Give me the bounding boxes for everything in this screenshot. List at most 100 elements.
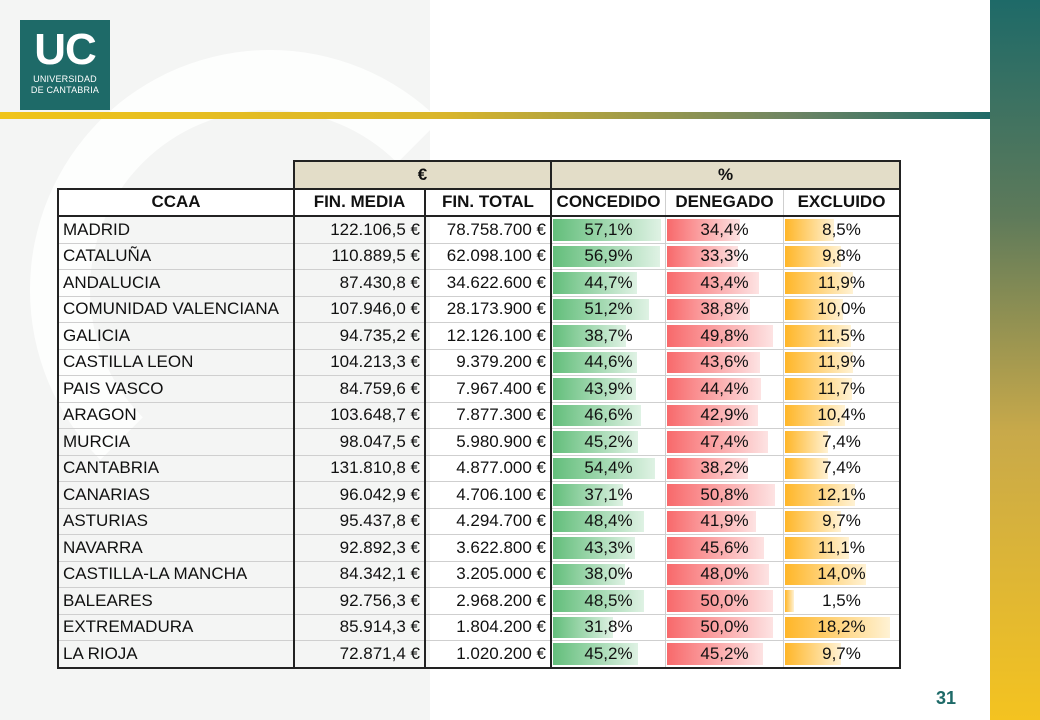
concedido-data-bar bbox=[553, 404, 641, 426]
cell-denegado: 50,0% bbox=[665, 613, 784, 641]
cell-concedido: 43,9% bbox=[550, 375, 666, 403]
cell-excluido: 18,2% bbox=[783, 613, 901, 641]
cell-concedido: 45,2% bbox=[550, 640, 666, 669]
cell-fin-total: 4.877.000 € bbox=[424, 454, 552, 482]
cell-concedido: 44,7% bbox=[550, 269, 666, 297]
excluido-value: 11,9% bbox=[818, 352, 865, 372]
column-header-denegado: DENEGADO bbox=[665, 187, 784, 217]
table-row: EXTREMADURA 85.914,3 €1.804.200 € 31,8% 50,… bbox=[57, 613, 901, 641]
excluido-value: 10,4% bbox=[817, 405, 866, 425]
table-row: CANARIAS 96.042,9 €4.706.100 € 37,1% 50,8% 1… bbox=[57, 481, 901, 509]
excluido-value: 7,4% bbox=[822, 431, 861, 451]
excluido-data-bar bbox=[785, 351, 854, 373]
column-header-ccaa: CCAA bbox=[57, 187, 295, 217]
excluido-value: 14,0% bbox=[817, 564, 866, 584]
excluido-value: 18,2% bbox=[817, 617, 866, 637]
cell-excluido: 10,0% bbox=[783, 295, 901, 323]
cell-fin-total: 12.126.100 € bbox=[424, 322, 552, 350]
denegado-data-bar bbox=[667, 590, 774, 612]
cell-concedido: 56,9% bbox=[550, 242, 666, 270]
cell-excluido: 9,8% bbox=[783, 242, 901, 270]
excluido-data-bar bbox=[785, 590, 794, 612]
concedido-value: 37,1% bbox=[584, 484, 633, 504]
table-row: MADRID 122.106,5 €78.758.700 € 57,1% 34,4% 8… bbox=[57, 215, 901, 244]
concedido-data-bar bbox=[553, 616, 613, 638]
cell-ccaa: PAIS VASCO bbox=[57, 375, 295, 403]
excluido-data-bar bbox=[785, 325, 852, 347]
cell-ccaa: ARAGON bbox=[57, 401, 295, 429]
table-row: ASTURIAS 95.437,8 €4.294.700 € 48,4% 41,9% 9… bbox=[57, 507, 901, 535]
concedido-value: 45,2% bbox=[584, 643, 633, 663]
concedido-data-bar bbox=[553, 563, 625, 585]
denegado-data-bar bbox=[667, 272, 760, 294]
cell-fin-total: 4.294.700 € bbox=[424, 507, 552, 535]
cell-fin-total: 5.980.900 € bbox=[424, 428, 552, 456]
denegado-data-bar bbox=[667, 616, 774, 638]
column-header-row: CCAA FIN. MEDIA FIN. TOTAL CONCEDIDO DEN… bbox=[57, 187, 901, 217]
cell-fin-media: 95.437,8 € bbox=[293, 507, 426, 535]
denegado-value: 42,9% bbox=[700, 405, 749, 425]
concedido-value: 44,6% bbox=[584, 352, 633, 372]
cell-concedido: 37,1% bbox=[550, 481, 666, 509]
cell-denegado: 49,8% bbox=[665, 322, 784, 350]
cell-fin-media: 84.759,6 € bbox=[293, 375, 426, 403]
cell-excluido: 11,7% bbox=[783, 375, 901, 403]
funding-table-wrapper: € % CCAA FIN. MEDIA FIN. TOTAL CONCEDIDO… bbox=[57, 160, 901, 669]
denegado-value: 50,0% bbox=[700, 590, 749, 610]
concedido-data-bar bbox=[553, 351, 637, 373]
excluido-value: 7,4% bbox=[822, 458, 861, 478]
university-logo: UC UNIVERSIDAD DE CANTABRIA bbox=[20, 20, 110, 110]
concedido-data-bar bbox=[553, 245, 661, 267]
denegado-value: 41,9% bbox=[700, 511, 749, 531]
cell-denegado: 45,2% bbox=[665, 640, 784, 669]
concedido-data-bar bbox=[553, 378, 636, 400]
concedido-data-bar bbox=[553, 510, 645, 532]
cell-denegado: 38,2% bbox=[665, 454, 784, 482]
cell-denegado: 50,0% bbox=[665, 587, 784, 615]
cell-denegado: 38,8% bbox=[665, 295, 784, 323]
cell-fin-media: 107.946,0 € bbox=[293, 295, 426, 323]
cell-fin-total: 7.877.300 € bbox=[424, 401, 552, 429]
table-row: CASTILLA LEON 104.213,3 €9.379.200 € 44,6%… bbox=[57, 348, 901, 376]
cell-fin-total: 78.758.700 € bbox=[424, 215, 552, 244]
excluido-data-bar bbox=[785, 616, 890, 638]
cell-fin-total: 34.622.600 € bbox=[424, 269, 552, 297]
excluido-data-bar bbox=[785, 484, 855, 506]
excluido-data-bar bbox=[785, 563, 866, 585]
denegado-value: 47,4% bbox=[700, 431, 749, 451]
concedido-value: 46,6% bbox=[584, 405, 633, 425]
cell-ccaa: CANARIAS bbox=[57, 481, 295, 509]
cell-concedido: 46,6% bbox=[550, 401, 666, 429]
table-row: ARAGON 103.648,7 €7.877.300 € 46,6% 42,9% 10… bbox=[57, 401, 901, 429]
cell-denegado: 45,6% bbox=[665, 534, 784, 562]
excluido-value: 1,5% bbox=[822, 590, 861, 610]
cell-ccaa: CATALUÑA bbox=[57, 242, 295, 270]
cell-fin-media: 110.889,5 € bbox=[293, 242, 426, 270]
cell-denegado: 43,4% bbox=[665, 269, 784, 297]
concedido-value: 44,7% bbox=[584, 272, 633, 292]
cell-excluido: 1,5% bbox=[783, 587, 901, 615]
excluido-data-bar bbox=[785, 219, 834, 241]
denegado-value: 38,8% bbox=[700, 299, 749, 319]
cell-excluido: 8,5% bbox=[783, 215, 901, 244]
excluido-value: 11,7% bbox=[818, 378, 865, 398]
cell-fin-total: 28.173.900 € bbox=[424, 295, 552, 323]
excluido-data-bar bbox=[785, 510, 841, 532]
concedido-value: 56,9% bbox=[584, 246, 633, 266]
cell-fin-total: 9.379.200 € bbox=[424, 348, 552, 376]
cell-excluido: 11,9% bbox=[783, 269, 901, 297]
cell-fin-media: 92.756,3 € bbox=[293, 587, 426, 615]
cell-fin-media: 85.914,3 € bbox=[293, 613, 426, 641]
denegado-value: 49,8% bbox=[700, 325, 749, 345]
excluido-data-bar bbox=[785, 404, 845, 426]
cell-concedido: 38,7% bbox=[550, 322, 666, 350]
denegado-data-bar bbox=[667, 378, 762, 400]
cell-excluido: 11,5% bbox=[783, 322, 901, 350]
excluido-value: 9,8% bbox=[822, 246, 861, 266]
denegado-data-bar bbox=[667, 643, 764, 665]
denegado-value: 45,6% bbox=[700, 537, 749, 557]
cell-fin-total: 62.098.100 € bbox=[424, 242, 552, 270]
excluido-data-bar bbox=[785, 245, 842, 267]
denegado-data-bar bbox=[667, 457, 749, 479]
header-divider-bar bbox=[0, 112, 990, 119]
